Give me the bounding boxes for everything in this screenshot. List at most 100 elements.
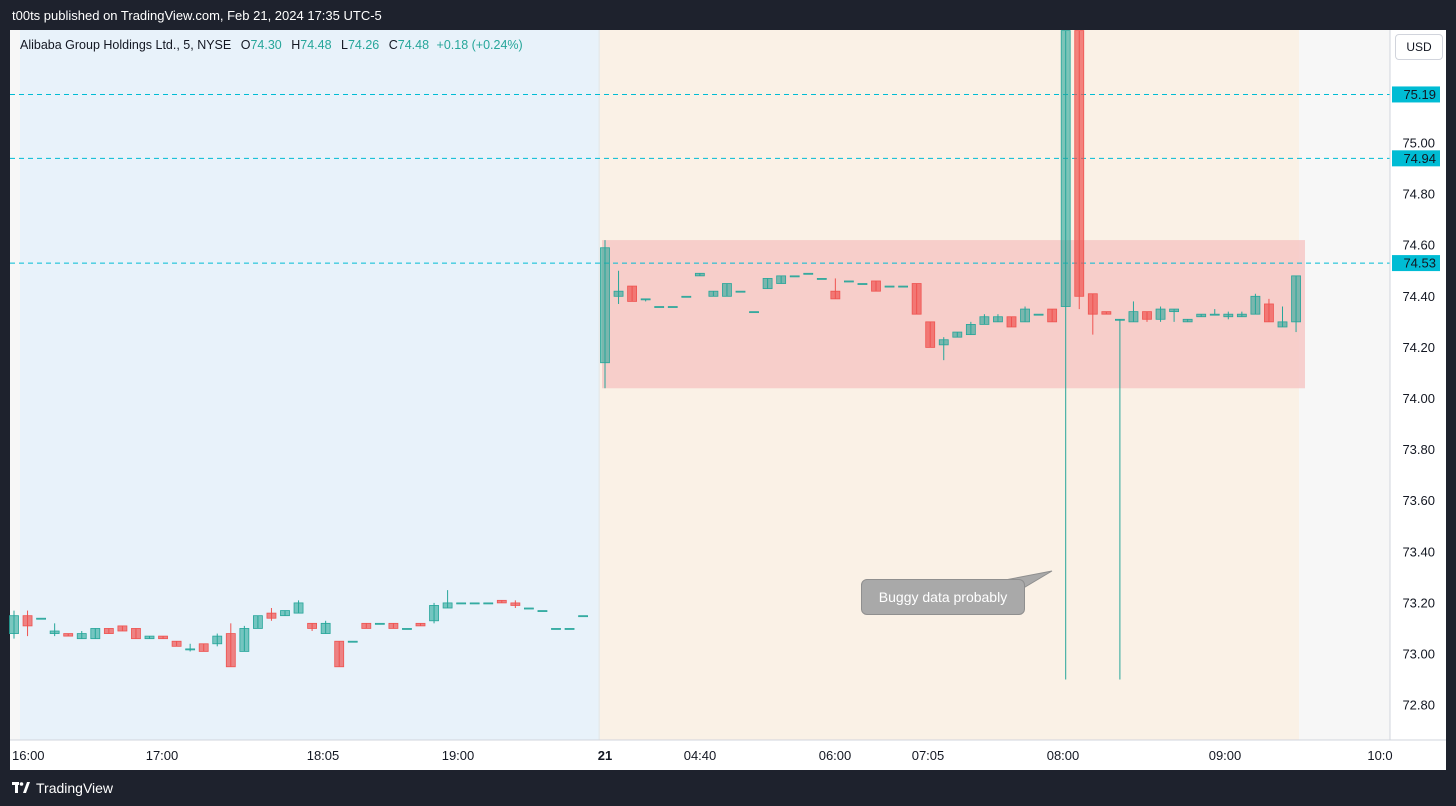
candle bbox=[884, 285, 895, 288]
candle-body bbox=[1196, 313, 1207, 318]
candle-body bbox=[22, 615, 33, 627]
x-tick-label: 09:00 bbox=[1209, 748, 1242, 763]
candle bbox=[158, 635, 168, 640]
candle-body bbox=[76, 633, 87, 640]
candle bbox=[816, 278, 827, 280]
candle bbox=[1155, 306, 1166, 322]
candle bbox=[911, 283, 922, 315]
candle bbox=[789, 275, 800, 278]
candle bbox=[722, 283, 732, 297]
candle-body bbox=[212, 635, 223, 645]
level-price-tag: 74.94 bbox=[1392, 150, 1440, 167]
candle-body bbox=[307, 622, 318, 629]
currency-button[interactable]: USD bbox=[1395, 34, 1443, 60]
candle-body bbox=[334, 640, 345, 668]
tradingview-logo[interactable]: TradingView bbox=[12, 780, 113, 796]
y-tick-label: 74.20 bbox=[1402, 340, 1435, 355]
candle-body bbox=[537, 610, 548, 612]
candle-body bbox=[1047, 308, 1058, 323]
candle bbox=[49, 623, 60, 637]
candle-body bbox=[374, 622, 385, 625]
y-tick-label: 73.40 bbox=[1402, 544, 1435, 559]
candle-body bbox=[293, 602, 304, 614]
x-tick-label: 06:00 bbox=[819, 748, 852, 763]
candle bbox=[144, 635, 155, 640]
candle-body bbox=[1087, 293, 1098, 315]
candle bbox=[496, 599, 507, 604]
annotation-callout[interactable]: Buggy data probably bbox=[861, 579, 1025, 615]
x-tick-label: 07:05 bbox=[912, 748, 945, 763]
high-value: 74.48 bbox=[300, 38, 332, 52]
x-tick-label: 10:0 bbox=[1367, 748, 1392, 763]
candle-body bbox=[681, 295, 692, 298]
symbol-legend: Alibaba Group Holdings Ltd., 5, NYSE O74… bbox=[20, 38, 523, 52]
candle bbox=[347, 640, 358, 643]
candle-body bbox=[735, 290, 746, 293]
level-tag-label: 74.53 bbox=[1403, 256, 1436, 271]
candle bbox=[681, 295, 692, 298]
candle bbox=[627, 285, 637, 302]
candle-body bbox=[36, 617, 46, 620]
candle bbox=[1264, 298, 1274, 323]
candle bbox=[131, 628, 141, 640]
candle-body bbox=[938, 339, 949, 346]
candle-body bbox=[415, 622, 426, 627]
after-hours-bg bbox=[20, 30, 598, 740]
candle bbox=[708, 290, 719, 297]
candle bbox=[483, 602, 494, 605]
candle-body bbox=[1115, 318, 1125, 321]
y-tick-label: 73.00 bbox=[1402, 647, 1435, 662]
candle-body bbox=[762, 278, 773, 290]
candle bbox=[694, 272, 705, 277]
candle bbox=[1020, 306, 1030, 323]
candle bbox=[1182, 318, 1193, 323]
candle bbox=[361, 622, 372, 629]
zone-layer bbox=[602, 240, 1305, 389]
publish-header: t00ts published on TradingView.com, Feb … bbox=[0, 0, 1456, 30]
candle bbox=[1128, 301, 1139, 323]
candle-body bbox=[1250, 295, 1261, 315]
brand-name: TradingView bbox=[36, 780, 114, 796]
candle-body bbox=[1074, 30, 1085, 297]
candle bbox=[334, 640, 345, 668]
open-label: O bbox=[240, 38, 251, 52]
candle bbox=[1047, 308, 1058, 323]
candle bbox=[1074, 30, 1085, 310]
candle bbox=[402, 628, 412, 630]
candle-body bbox=[1020, 308, 1030, 323]
candle-body bbox=[483, 602, 494, 605]
level-tag-bg bbox=[1392, 86, 1440, 103]
candle bbox=[762, 278, 773, 290]
candle-body bbox=[627, 285, 637, 302]
candle-body bbox=[103, 628, 114, 634]
candle-body bbox=[871, 280, 881, 292]
candle bbox=[871, 280, 881, 292]
candle bbox=[925, 321, 936, 348]
candle bbox=[469, 602, 480, 605]
candle bbox=[613, 270, 624, 304]
candle bbox=[252, 615, 263, 629]
candle-body bbox=[280, 610, 290, 617]
candle-body bbox=[320, 622, 331, 634]
candle bbox=[578, 615, 588, 618]
candle-body bbox=[965, 324, 976, 336]
high-label: H bbox=[291, 38, 301, 52]
candle-body bbox=[830, 290, 841, 300]
level-price-tag: 75.19 bbox=[1392, 86, 1440, 103]
candle bbox=[9, 610, 19, 639]
candle bbox=[198, 643, 209, 652]
candle bbox=[374, 622, 385, 625]
candle-body bbox=[803, 272, 814, 275]
candle bbox=[952, 331, 963, 338]
candle-body bbox=[613, 290, 624, 297]
candle-body bbox=[1006, 316, 1017, 328]
candle bbox=[993, 314, 1003, 323]
candle-body bbox=[171, 640, 182, 647]
candle bbox=[1236, 311, 1247, 318]
candle bbox=[830, 278, 841, 300]
candle bbox=[266, 608, 277, 621]
candle-body bbox=[225, 633, 236, 668]
candle bbox=[735, 290, 746, 293]
candle-body bbox=[456, 602, 467, 605]
